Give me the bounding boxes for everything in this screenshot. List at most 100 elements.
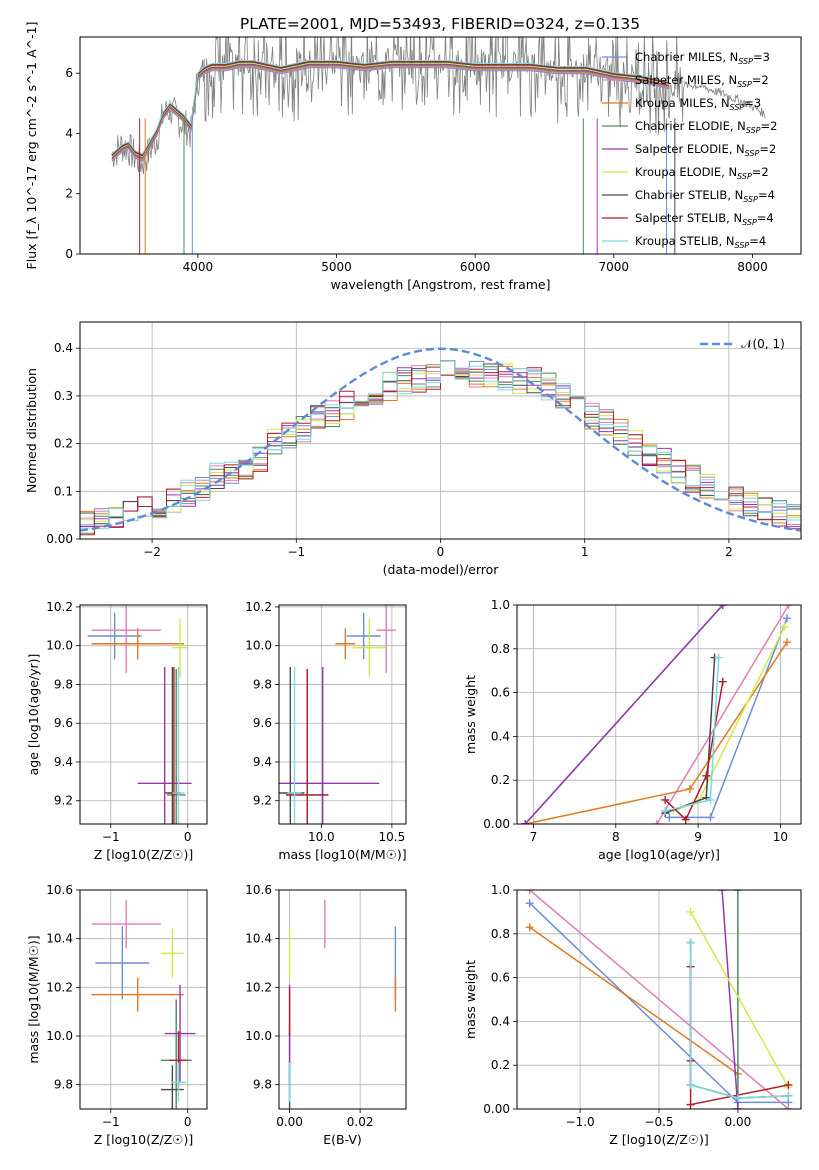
weight-marker	[718, 605, 727, 609]
x-tick-label: −2	[143, 545, 161, 559]
y-tick-label: 0.4	[491, 1014, 510, 1028]
legend-label-sub: SSP	[737, 172, 752, 181]
y-tick-label: 0.4	[54, 341, 73, 355]
legend-label-sub: SSP	[746, 126, 761, 135]
errorbar-point	[166, 668, 186, 824]
x-tick-label: 6000	[460, 260, 491, 274]
weight-marker	[661, 795, 670, 804]
weight-marker	[681, 815, 690, 824]
legend-label-suffix: =3	[753, 50, 770, 64]
weight-line	[525, 641, 788, 824]
errorbar-point	[335, 628, 356, 660]
y-tick-label: 9.8	[54, 1078, 73, 1092]
y-tick-label: 10.6	[46, 883, 73, 897]
axes-frame	[278, 889, 407, 1110]
panel-age-vs-Z: −1 0 9.2 9.4 9.6 9.8 10.0 10.2 Z [log10(Z/Z☉)] ag…	[26, 600, 208, 862]
legend-label-sub: SSP	[730, 103, 745, 112]
y-axis-label: Normed distribution	[24, 368, 39, 493]
y-tick-label: 9.4	[54, 755, 73, 769]
y-tick-label: 0.8	[491, 927, 510, 941]
y-axis-label: mass weight	[463, 960, 478, 1039]
panel-mass-vs-ebv: 0.00 0.02 9.8 10.0 10.2 10.4 10.6 E(B-V)	[245, 883, 407, 1147]
legend-label-main: Salpeter STELIB, N	[635, 211, 742, 225]
axes-frame	[79, 604, 208, 825]
weight-marker	[784, 1105, 793, 1109]
errorbar-point	[137, 667, 192, 824]
x-tick-label: 0	[184, 1115, 192, 1129]
weight-marker	[685, 784, 694, 793]
y-axis-label: Flux [f_λ 10^-17 erg cm^-2 s^-1 A^-1]	[24, 22, 39, 270]
x-tick-label: −0.5	[644, 1115, 673, 1129]
model-spectrum-line	[111, 67, 670, 162]
weight-marker	[784, 1091, 793, 1100]
axes-frame	[79, 36, 802, 255]
plot-area	[525, 890, 793, 1109]
legend-label: Salpeter STELIB, NSSP=4	[635, 211, 774, 227]
panel-age-vs-mass: 10.0 10.5 9.2 9.4 9.6 9.8 10.0 10.2 mass [log10(…	[245, 600, 406, 862]
weight-marker	[525, 890, 534, 894]
y-tick-label: 10.2	[245, 600, 272, 614]
legend-label-sub: SSP	[743, 195, 758, 204]
weight-marker	[784, 605, 793, 609]
x-tick-label: −1	[102, 830, 120, 844]
panel-weight-vs-Z: −1.0 −0.5 0.00 0.00 0.2 0.4 0.6 0.8 1.0 Z [log10(…	[463, 883, 802, 1147]
panel-mass-vs-Z: −1 0 9.8 10.0 10.2 10.4 10.6 Z [log10(Z/Z☉)] mas…	[26, 883, 208, 1147]
errorbar-point	[352, 618, 387, 677]
legend-label-sub: SSP	[738, 57, 753, 66]
weight-marker	[733, 1105, 742, 1109]
y-tick-label: 9.6	[253, 716, 272, 730]
plot-area	[87, 605, 192, 824]
legend-label: Kroupa MILES, NSSP=3	[635, 96, 761, 112]
errorbar-point	[376, 605, 397, 673]
y-tick-label: 0.3	[54, 389, 73, 403]
y-tick-label: 9.6	[54, 716, 73, 730]
panel-residuals: −2 −1 0 1 2 0.00 0.1 0.2 0.3 0.4 (data-model)/erro…	[24, 321, 802, 577]
legend-label-main: Salpeter ELODIE, N	[635, 142, 745, 156]
y-tick-label: 1.0	[491, 883, 510, 897]
figure-title: PLATE=2001, MJD=53493, FIBERID=0324, z=0…	[240, 15, 640, 33]
x-tick-label: 10	[773, 830, 788, 844]
x-tick-label: 9	[694, 830, 702, 844]
x-tick-label: −1	[287, 545, 305, 559]
errorbar-point	[170, 1062, 187, 1102]
x-tick-label: 10.5	[379, 830, 406, 844]
weight-marker	[521, 820, 530, 824]
weight-marker	[661, 806, 670, 815]
x-tick-label: −1	[102, 1115, 120, 1129]
weight-marker	[714, 653, 723, 662]
plot-area	[111, 37, 766, 254]
weight-marker	[733, 890, 742, 894]
y-axis-label: age [log10(age/yr)]	[26, 654, 41, 776]
legend-label-sub: SSP	[745, 149, 760, 158]
weight-line	[689, 942, 789, 1099]
y-tick-label: 0.2	[491, 773, 510, 787]
x-tick-label: 8	[612, 830, 620, 844]
weight-line	[689, 911, 790, 1088]
weight-line	[656, 605, 790, 824]
weight-line	[664, 681, 724, 821]
errorbar-point	[91, 628, 184, 660]
x-tick-label: 0	[437, 545, 445, 559]
x-tick-label: 0.00	[276, 1115, 303, 1129]
weight-marker	[702, 771, 711, 780]
plot-area	[288, 899, 397, 1109]
legend-label: Kroupa ELODIE, NSSP=2	[635, 165, 769, 181]
weight-marker	[686, 1080, 695, 1089]
y-tick-label: 10.2	[46, 600, 73, 614]
legend-label-suffix: =4	[758, 188, 775, 202]
panel-weight-vs-age: 7 8 9 10 0.00 0.2 0.4 0.6 0.8 1.0 age [log10(age/y…	[463, 598, 802, 862]
y-tick-label: 0.1	[54, 484, 73, 498]
y-tick-label: 0.6	[491, 971, 510, 985]
x-tick-label: 5000	[321, 260, 352, 274]
y-tick-label: 10.4	[46, 932, 73, 946]
y-axis-label: mass [log10(M/M☉)]	[26, 935, 41, 1063]
axes-frame	[79, 321, 802, 540]
x-tick-label: 10.0	[308, 830, 335, 844]
x-tick-label: 0.00	[725, 1115, 752, 1129]
x-tick-label: −1.0	[566, 1115, 595, 1129]
y-tick-label: 0.00	[483, 1102, 510, 1116]
x-tick-label: 0.02	[347, 1115, 374, 1129]
legend-label: Salpeter ELODIE, NSSP=2	[635, 142, 776, 158]
weight-line	[689, 942, 789, 1099]
